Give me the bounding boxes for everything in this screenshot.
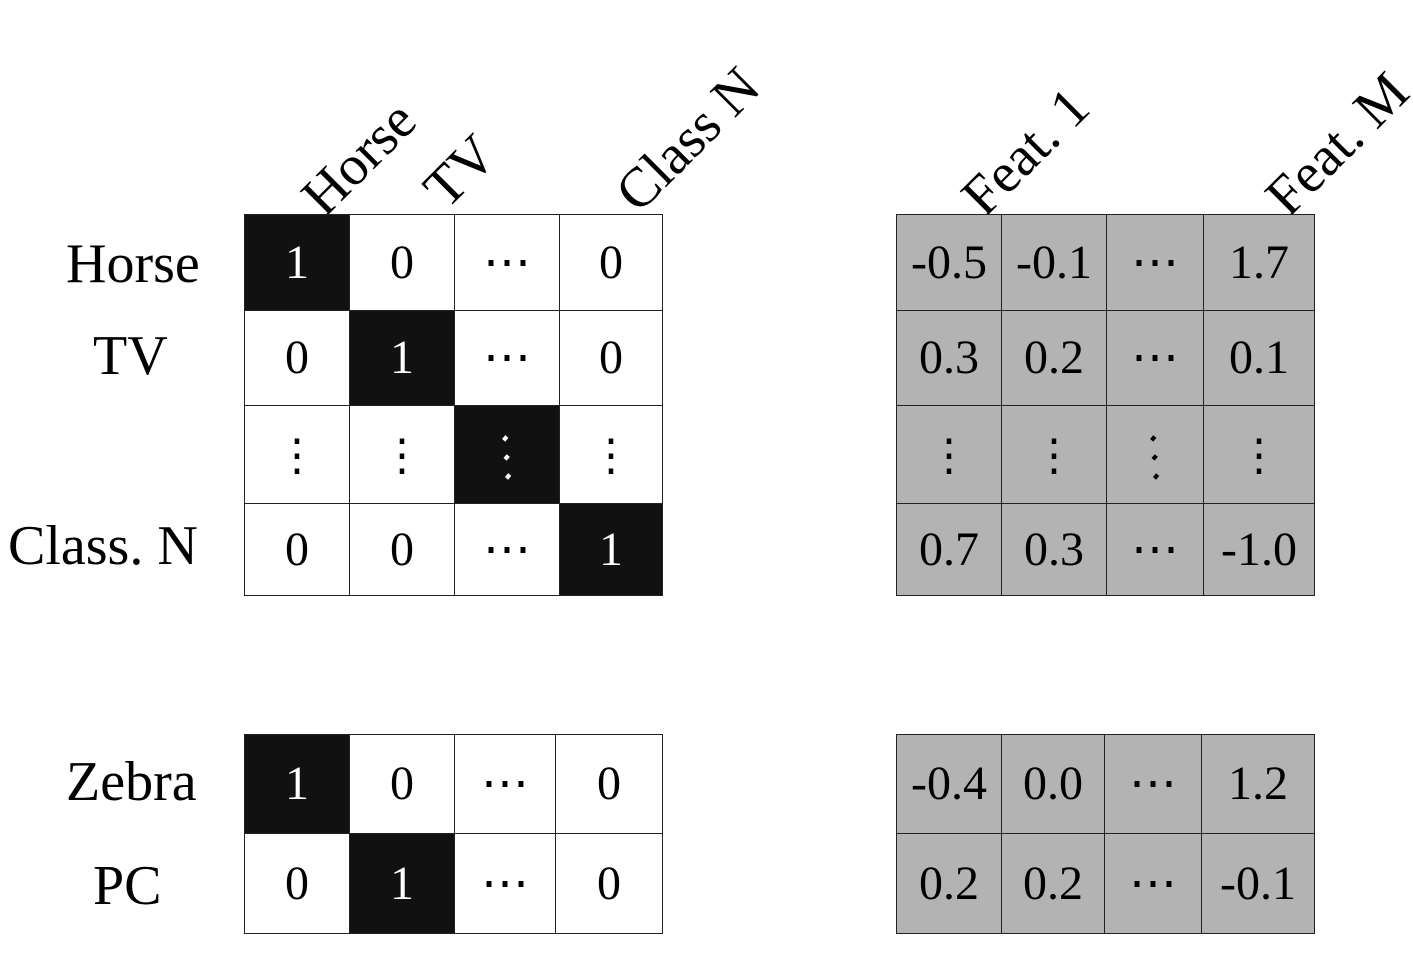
diagonal-ellipsis: ⋱ <box>1125 426 1186 487</box>
feature-matrix-bottom: -0.4 0.0 ⋯ 1.2 0.2 0.2 ⋯ -0.1 <box>896 734 1315 934</box>
onehot-cell: 0 <box>244 503 350 596</box>
vertical-ellipsis: ⋮ <box>589 430 633 480</box>
onehot-matrix-bottom: 1 0 ⋯ 0 0 1 ⋯ 0 <box>244 734 663 934</box>
feature-cell: ⋮ <box>1001 405 1107 504</box>
diagonal-ellipsis: ⋱ <box>477 426 538 487</box>
onehot-cell: ⋯ <box>454 734 556 834</box>
onehot-cell: ⋯ <box>454 833 556 934</box>
feature-cell: -0.1 <box>1001 214 1107 311</box>
onehot-cell: 1 <box>349 833 455 934</box>
col-label-class-n: Class N <box>603 55 773 224</box>
onehot-cell: 0 <box>555 833 663 934</box>
onehot-matrix-top: 1 0 ⋯ 0 0 1 ⋯ 0 ⋮ ⋮ ⋱ ⋮ 0 0 ⋯ 1 <box>244 214 663 596</box>
onehot-cell: 0 <box>555 734 663 834</box>
onehot-cell: 0 <box>244 310 350 406</box>
onehot-cell: 0 <box>559 214 663 311</box>
onehot-cell: 0 <box>349 734 455 834</box>
feature-cell: 0.2 <box>1001 310 1107 406</box>
feature-cell: ⋮ <box>896 405 1002 504</box>
onehot-cell: 0 <box>349 503 455 596</box>
feature-cell: 0.3 <box>1001 503 1107 596</box>
onehot-cell: ⋮ <box>559 405 663 504</box>
feature-cell: ⋮ <box>1203 405 1315 504</box>
feature-cell: -0.1 <box>1201 833 1315 934</box>
row-label-tv: TV <box>93 325 168 387</box>
vertical-ellipsis: ⋮ <box>380 430 424 480</box>
onehot-cell: ⋮ <box>349 405 455 504</box>
vertical-ellipsis: ⋮ <box>275 430 319 480</box>
feature-cell: 1.7 <box>1203 214 1315 311</box>
row-label-pc: PC <box>93 855 162 917</box>
col-label-tv: TV <box>411 123 509 220</box>
row-label-class-n: Class. N <box>8 515 198 577</box>
feature-cell: 1.2 <box>1201 734 1315 834</box>
feature-cell: ⋯ <box>1104 833 1202 934</box>
onehot-cell: 1 <box>244 734 350 834</box>
col-label-feat-1: Feat. 1 <box>949 76 1102 228</box>
feature-cell: ⋱ <box>1106 405 1204 504</box>
onehot-cell: ⋮ <box>244 405 350 504</box>
onehot-cell: 1 <box>244 214 350 311</box>
feature-cell: -0.5 <box>896 214 1002 311</box>
feature-cell: -1.0 <box>1203 503 1315 596</box>
onehot-cell: 0 <box>244 833 350 934</box>
onehot-cell: 1 <box>349 310 455 406</box>
onehot-cell: ⋱ <box>454 405 560 504</box>
feature-cell: ⋯ <box>1106 503 1204 596</box>
feature-cell: 0.7 <box>896 503 1002 596</box>
vertical-ellipsis: ⋮ <box>927 430 971 480</box>
onehot-cell: 0 <box>559 310 663 406</box>
row-label-horse: Horse <box>66 233 200 295</box>
onehot-cell: 0 <box>349 214 455 311</box>
feature-cell: 0.0 <box>1001 734 1105 834</box>
feature-cell: 0.2 <box>1001 833 1105 934</box>
feature-cell: ⋯ <box>1106 214 1204 311</box>
onehot-cell: ⋯ <box>454 310 560 406</box>
col-label-feat-m: Feat. M <box>1253 60 1413 228</box>
feature-cell: ⋯ <box>1106 310 1204 406</box>
row-label-zebra: Zebra <box>66 751 197 813</box>
onehot-cell: ⋯ <box>454 503 560 596</box>
feature-cell: -0.4 <box>896 734 1002 834</box>
feature-cell: 0.2 <box>896 833 1002 934</box>
feature-cell: 0.1 <box>1203 310 1315 406</box>
vertical-ellipsis: ⋮ <box>1032 430 1076 480</box>
onehot-cell: ⋯ <box>454 214 560 311</box>
onehot-cell: 1 <box>559 503 663 596</box>
feature-cell: 0.3 <box>896 310 1002 406</box>
feature-matrix-top: -0.5 -0.1 ⋯ 1.7 0.3 0.2 ⋯ 0.1 ⋮ ⋮ ⋱ ⋮ 0.… <box>896 214 1315 596</box>
vertical-ellipsis: ⋮ <box>1237 430 1281 480</box>
col-label-horse: Horse <box>289 89 429 228</box>
feature-cell: ⋯ <box>1104 734 1202 834</box>
